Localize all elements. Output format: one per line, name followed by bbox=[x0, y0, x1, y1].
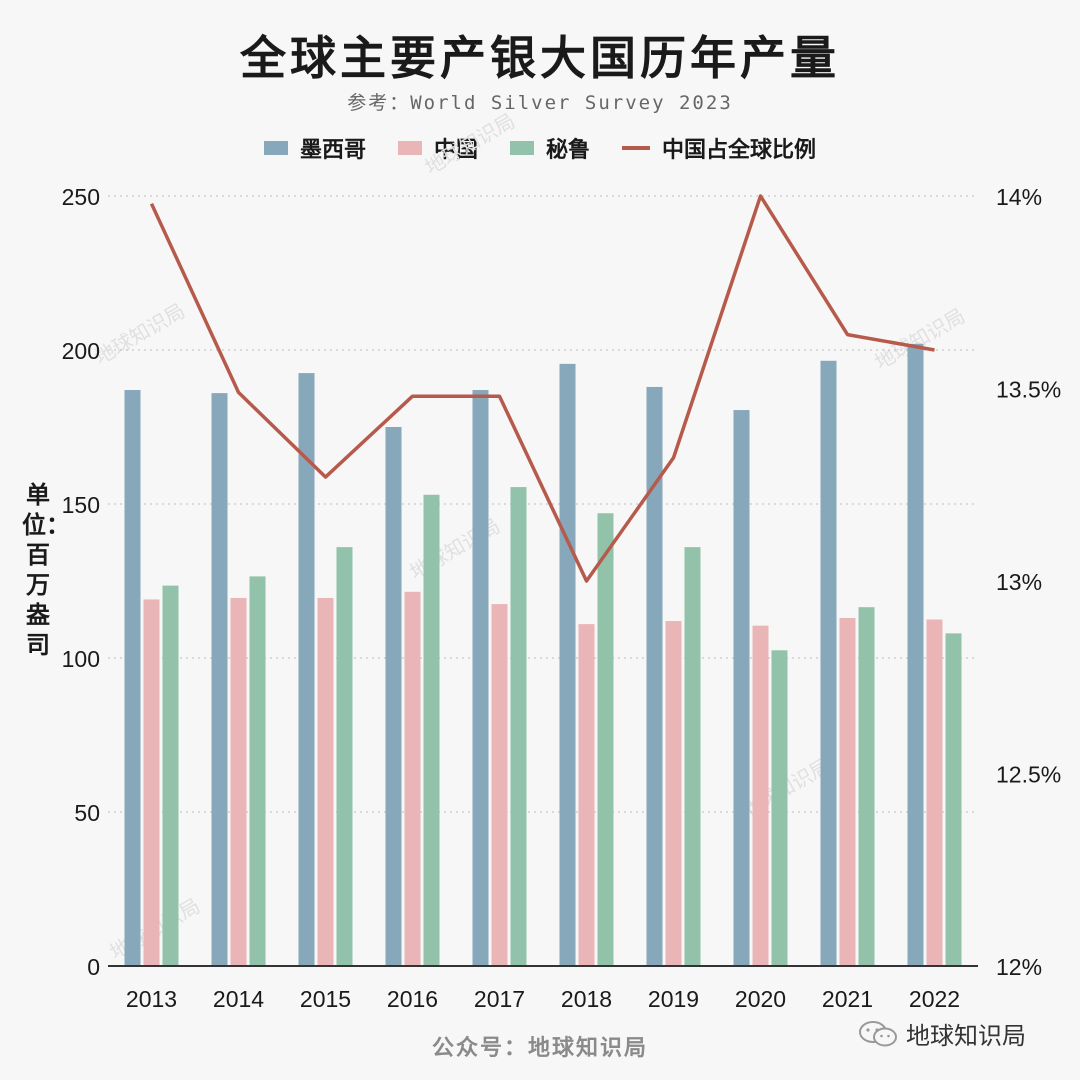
x-tick-label: 2017 bbox=[474, 986, 525, 1012]
bar-china-2018 bbox=[578, 624, 595, 966]
footer-credit: 公众号：地球知识局 bbox=[431, 1036, 648, 1061]
chart-title: 全球主要产银大国历年产量 bbox=[240, 31, 840, 85]
y-left-tick-label: 200 bbox=[62, 338, 100, 364]
bar-peru-2021 bbox=[858, 607, 875, 966]
x-tick-label: 2019 bbox=[648, 986, 699, 1012]
y-axis-label: 单位：百万盎司 bbox=[22, 481, 70, 659]
legend-label-mexico: 墨西哥 bbox=[299, 138, 366, 163]
bar-mexico-2020 bbox=[733, 410, 750, 966]
bar-peru-2019 bbox=[684, 547, 701, 966]
bar-peru-2014 bbox=[249, 576, 266, 966]
x-tick-label: 2018 bbox=[561, 986, 612, 1012]
bar-mexico-2014 bbox=[211, 393, 228, 966]
bar-peru-2022 bbox=[945, 633, 962, 966]
legend-swatch-mexico bbox=[263, 141, 288, 155]
bar-mexico-2019 bbox=[646, 386, 663, 967]
y-right-tick-label: 12% bbox=[996, 954, 1042, 980]
legend-swatch-china bbox=[397, 141, 422, 155]
y-right-tick-label: 13.5% bbox=[996, 377, 1061, 403]
bar-peru-2015 bbox=[336, 547, 353, 966]
legend-swatch-china-share bbox=[622, 146, 651, 150]
bar-china-2014 bbox=[230, 597, 247, 966]
bar-peru-2020 bbox=[771, 650, 788, 966]
x-tick-label: 2022 bbox=[909, 986, 960, 1012]
legend-label-peru: 秘鲁 bbox=[546, 138, 591, 163]
y-left-tick-label: 50 bbox=[74, 800, 100, 826]
bar-mexico-2016 bbox=[385, 427, 402, 966]
y-left-tick-label: 0 bbox=[87, 954, 100, 980]
brand: 地球知识局 bbox=[858, 1016, 1026, 1051]
bar-china-2013 bbox=[143, 599, 160, 966]
y-right-tick-label: 12.5% bbox=[996, 762, 1061, 788]
watermark-text: 地球知识局 bbox=[91, 299, 190, 370]
brand-name: 地球知识局 bbox=[906, 1022, 1026, 1050]
legend: 墨西哥 中国 秘鲁 中国占全球比例 bbox=[0, 132, 1080, 164]
legend-label-china: 中国 bbox=[433, 138, 478, 163]
x-tick-label: 2013 bbox=[126, 986, 177, 1012]
wechat-icon bbox=[859, 1020, 897, 1046]
bar-mexico-2018 bbox=[559, 363, 576, 966]
bar-mexico-2013 bbox=[124, 390, 141, 966]
bar-china-2019 bbox=[665, 621, 682, 966]
bar-peru-2016 bbox=[423, 494, 440, 966]
line-china-share bbox=[149, 194, 935, 583]
bar-mexico-2017 bbox=[472, 390, 489, 966]
bar-peru-2018 bbox=[597, 513, 614, 966]
bar-china-2021 bbox=[839, 617, 856, 966]
y-right-tick-label: 13% bbox=[996, 569, 1042, 595]
legend-label-china-share: 中国占全球比例 bbox=[662, 138, 817, 163]
legend-item-peru: 秘鲁 bbox=[510, 132, 590, 164]
bar-peru-2017 bbox=[510, 487, 527, 966]
bar-peru-2013 bbox=[162, 585, 179, 966]
y-left-tick-label: 250 bbox=[62, 184, 100, 210]
x-tick-label: 2016 bbox=[387, 986, 438, 1012]
bar-mexico-2021 bbox=[820, 360, 837, 966]
legend-item-china-share: 中国占全球比例 bbox=[622, 132, 816, 164]
bar-mexico-2015 bbox=[298, 373, 315, 967]
bar-china-2015 bbox=[317, 597, 334, 966]
bar-china-2022 bbox=[926, 619, 943, 966]
chart-subtitle: 参考：World Silver Survey 2023 bbox=[347, 92, 733, 114]
watermark-text: 地球知识局 bbox=[406, 514, 505, 585]
x-tick-label: 2020 bbox=[735, 986, 786, 1012]
y-right-tick-label: 14% bbox=[996, 184, 1042, 210]
legend-item-china: 中国 bbox=[397, 132, 478, 164]
legend-swatch-peru bbox=[510, 141, 534, 155]
bar-china-2020 bbox=[752, 625, 769, 966]
legend-item-mexico: 墨西哥 bbox=[263, 132, 366, 164]
x-tick-label: 2014 bbox=[213, 986, 264, 1012]
x-tick-label: 2015 bbox=[300, 986, 351, 1012]
y-left-tick-label: 150 bbox=[62, 492, 100, 518]
watermark-text: 地球知识局 bbox=[421, 109, 520, 180]
y-left-tick-label: 100 bbox=[62, 646, 100, 672]
bar-china-2017 bbox=[491, 604, 508, 966]
x-tick-label: 2021 bbox=[822, 986, 873, 1012]
bar-mexico-2022 bbox=[907, 343, 924, 967]
bar-china-2016 bbox=[404, 591, 421, 966]
